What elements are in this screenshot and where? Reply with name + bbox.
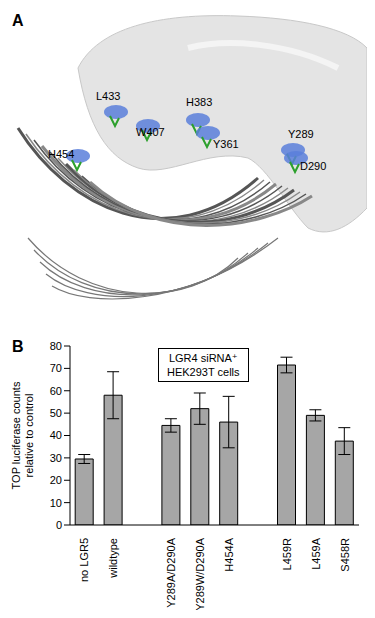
svg-text:80: 80 xyxy=(50,340,62,352)
svg-text:L433: L433 xyxy=(96,90,120,102)
svg-text:60: 60 xyxy=(50,385,62,397)
svg-text:W407: W407 xyxy=(136,126,165,138)
svg-text:Y289A/D290A: Y289A/D290A xyxy=(165,537,177,607)
svg-text:0: 0 xyxy=(56,519,62,531)
html-text:B: B xyxy=(12,338,24,355)
svg-text:40: 40 xyxy=(50,429,62,441)
svg-text:H454: H454 xyxy=(48,148,74,160)
svg-text:no LGR5: no LGR5 xyxy=(78,538,90,582)
svg-text:H383: H383 xyxy=(186,96,212,108)
svg-text:50: 50 xyxy=(50,407,62,419)
svg-text:S458R: S458R xyxy=(339,538,351,572)
svg-text:Y289W/D290A: Y289W/D290A xyxy=(194,537,206,610)
svg-text:H454A: H454A xyxy=(223,537,235,571)
svg-text:10: 10 xyxy=(50,497,62,509)
svg-text:A: A xyxy=(12,12,24,29)
html-text:LGR4 siRNA⁺: LGR4 siRNA⁺ xyxy=(168,352,238,364)
svg-text:20: 20 xyxy=(50,474,62,486)
svg-text:L459A: L459A xyxy=(310,537,322,569)
svg-text:Y289: Y289 xyxy=(288,128,314,140)
svg-text:Y361: Y361 xyxy=(213,138,239,150)
svg-text:30: 30 xyxy=(50,452,62,464)
svg-text:TOP luciferase countsrelative: TOP luciferase countsrelative to control xyxy=(10,381,35,489)
svg-text:L459R: L459R xyxy=(281,538,293,570)
html-text:HEK293T cells: HEK293T cells xyxy=(167,366,240,378)
svg-text:wildtype: wildtype xyxy=(107,538,119,579)
svg-text:70: 70 xyxy=(50,362,62,374)
svg-text:D290: D290 xyxy=(300,160,326,172)
